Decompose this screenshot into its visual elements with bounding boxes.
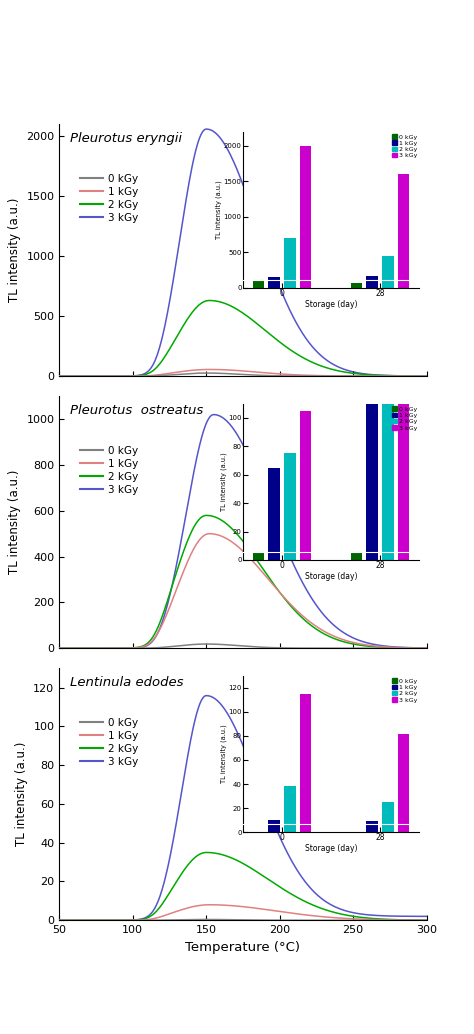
Y-axis label: TL intensity (a.u.): TL intensity (a.u.) bbox=[8, 197, 21, 302]
Legend: 0 kGy, 1 kGy, 2 kGy, 3 kGy: 0 kGy, 1 kGy, 2 kGy, 3 kGy bbox=[75, 713, 142, 771]
Text: Pleurotus eryngii: Pleurotus eryngii bbox=[70, 131, 182, 145]
Y-axis label: TL intensity (a.u.): TL intensity (a.u.) bbox=[15, 742, 27, 847]
Text: Lentinula edodes: Lentinula edodes bbox=[70, 676, 184, 689]
Text: Pleurotus  ostreatus: Pleurotus ostreatus bbox=[70, 403, 203, 417]
Legend: 0 kGy, 1 kGy, 2 kGy, 3 kGy: 0 kGy, 1 kGy, 2 kGy, 3 kGy bbox=[75, 442, 142, 498]
Y-axis label: TL intensity (a.u.): TL intensity (a.u.) bbox=[8, 470, 21, 574]
X-axis label: Temperature (°C): Temperature (°C) bbox=[185, 941, 301, 953]
Legend: 0 kGy, 1 kGy, 2 kGy, 3 kGy: 0 kGy, 1 kGy, 2 kGy, 3 kGy bbox=[75, 170, 142, 226]
